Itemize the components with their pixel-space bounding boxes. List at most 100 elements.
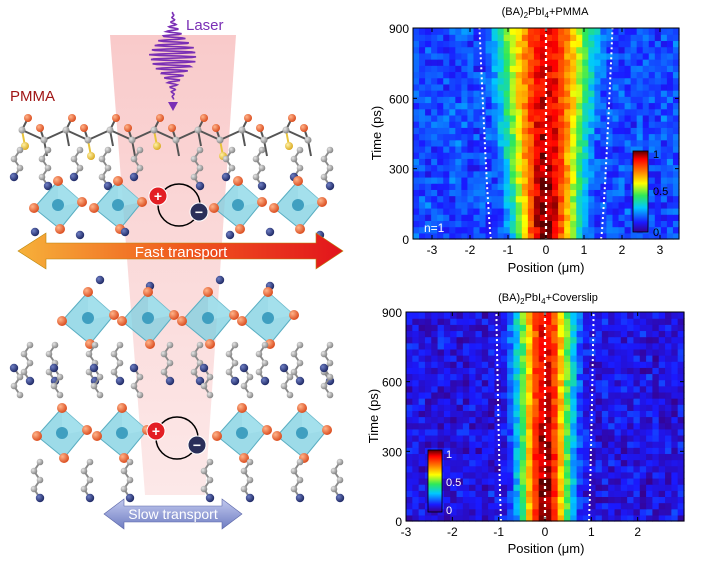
heatmap-cell xyxy=(545,484,552,491)
heatmap-cell xyxy=(576,361,584,368)
heatmap-cell xyxy=(551,434,559,442)
heatmap-cell xyxy=(533,226,541,234)
heatmap-cell xyxy=(646,404,654,411)
heatmap-cell xyxy=(462,324,470,332)
heatmap-cell xyxy=(424,416,432,424)
iodine-atom xyxy=(89,203,99,213)
heatmap-cell xyxy=(424,422,432,430)
heatmap-cell xyxy=(456,318,464,325)
heatmap-cell xyxy=(488,342,496,350)
heatmap-cell xyxy=(558,71,565,79)
heatmap-cell xyxy=(467,102,475,110)
heatmap-cell xyxy=(620,441,628,448)
heatmap-cell xyxy=(500,465,508,473)
heatmap-cell xyxy=(462,348,470,356)
heatmap-cell xyxy=(608,330,616,338)
heatmap-cell xyxy=(666,158,674,166)
nitrogen-atom xyxy=(85,493,95,503)
heatmap-cell xyxy=(406,361,413,368)
heatmap-cell xyxy=(633,508,641,516)
heatmap-cell xyxy=(424,379,432,387)
heatmap-cell xyxy=(538,318,546,325)
heatmap-cell xyxy=(558,152,565,159)
heatmap-cell xyxy=(475,312,483,319)
heatmap-cell xyxy=(588,195,595,203)
heatmap-coverslip: (BA)2PbI4+Coverslip -3 -2 -1 0 1 20300600900 … xyxy=(366,292,685,556)
heatmap-cell xyxy=(551,459,559,467)
heatmap-cell xyxy=(467,52,475,60)
heatmap-cell xyxy=(406,514,413,522)
nitrogen-atom xyxy=(205,493,215,503)
heatmap-cell xyxy=(624,164,632,172)
heatmap-cell xyxy=(595,385,603,393)
heatmap-cell xyxy=(665,496,672,504)
heatmap-cell xyxy=(532,422,540,430)
heatmap-cell xyxy=(491,158,499,166)
carbon-atom xyxy=(320,382,328,390)
heatmap-cell xyxy=(582,404,590,411)
heatmap-cell xyxy=(620,348,628,356)
heatmap-cell xyxy=(507,477,515,485)
heatmap-cell xyxy=(419,152,426,159)
heatmap-cell xyxy=(665,367,672,375)
heatmap-cell xyxy=(630,102,638,110)
heatmap-cell xyxy=(469,355,477,362)
oxygen-atom xyxy=(212,124,220,132)
heatmap-cell xyxy=(642,96,650,104)
carbon-atom xyxy=(200,467,208,475)
heatmap-cell xyxy=(515,145,523,153)
carbon-atom xyxy=(246,476,254,484)
carbon-atom xyxy=(290,350,298,358)
heatmap-cell xyxy=(551,330,559,338)
heatmap-cell xyxy=(576,379,584,387)
heatmap-cell xyxy=(479,226,487,234)
heatmap-cell xyxy=(509,52,517,60)
heatmap-cell xyxy=(671,342,679,350)
heatmap-cell xyxy=(627,324,635,332)
heatmap-cell xyxy=(600,139,608,147)
heatmap-cell xyxy=(443,139,450,147)
heatmap-cell xyxy=(595,441,603,448)
heatmap-cell xyxy=(509,183,517,190)
heatmap-cell xyxy=(515,164,523,172)
oxygen-atom xyxy=(80,124,88,132)
heatmap-cell xyxy=(652,342,660,350)
heatmap-cell xyxy=(538,342,546,350)
heatmap-cell xyxy=(488,514,496,522)
heatmap-cell xyxy=(660,183,668,190)
heatmap-cell xyxy=(473,114,481,122)
heatmap-cell xyxy=(425,65,432,73)
heatmap-cell xyxy=(455,108,462,116)
heatmap-cell xyxy=(500,398,508,405)
heatmap-cell xyxy=(570,28,577,35)
heatmap-cell xyxy=(633,496,641,504)
heatmap-cell xyxy=(570,46,577,54)
heatmap-cell xyxy=(642,59,650,66)
heatmap-cell xyxy=(491,176,499,184)
heatmap-cell xyxy=(424,385,432,393)
heatmap-cell xyxy=(481,465,489,473)
heatmap-cell xyxy=(437,226,444,234)
carbon-atom xyxy=(336,476,344,484)
heatmap-cell xyxy=(443,490,451,498)
heatmap-cell xyxy=(570,207,577,215)
heatmap-cell xyxy=(500,508,508,516)
sulfur-atom xyxy=(285,142,293,150)
heatmap-cell xyxy=(425,226,432,234)
heatmap-cell xyxy=(639,514,647,522)
iodine-atom xyxy=(297,403,307,413)
heatmap-cell xyxy=(608,410,616,418)
heatmap-cell xyxy=(564,195,571,203)
heatmap-cell xyxy=(413,127,420,135)
heatmap-cell xyxy=(642,40,650,48)
heatmap-cell xyxy=(601,330,609,338)
heatmap-cell xyxy=(485,52,493,60)
heatmap-cell xyxy=(646,398,654,405)
heatmap-cell xyxy=(473,214,481,221)
heatmap-cell xyxy=(558,102,565,110)
heatmap-cell xyxy=(467,59,475,66)
heatmap-cell xyxy=(589,502,597,510)
heatmap-cell xyxy=(570,201,577,209)
heatmap-cell xyxy=(526,318,533,325)
heatmap-cell xyxy=(538,447,546,454)
